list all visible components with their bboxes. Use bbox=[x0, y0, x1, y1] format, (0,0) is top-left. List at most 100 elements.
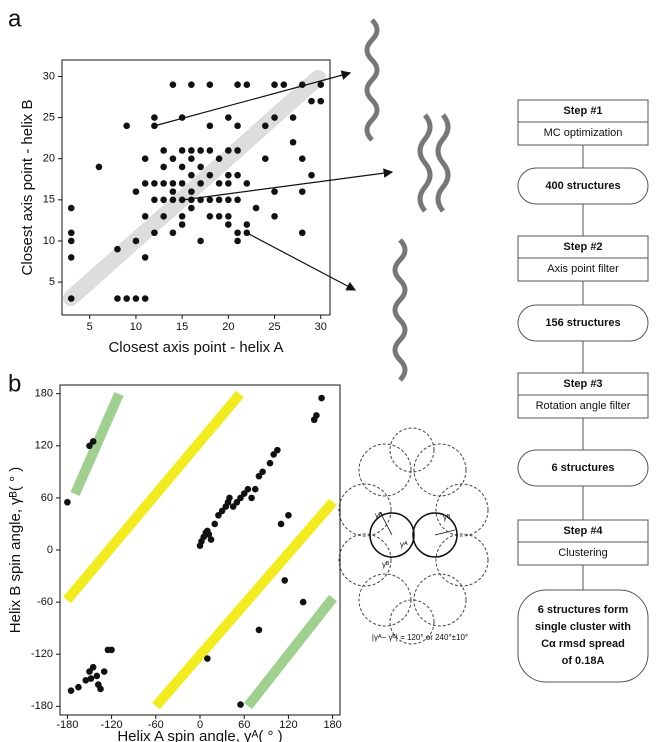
x-tick-label: 15 bbox=[176, 321, 188, 333]
x-tick-label: 20 bbox=[222, 321, 234, 333]
point bbox=[82, 676, 90, 684]
y-tick-label: 180 bbox=[35, 388, 53, 400]
point bbox=[225, 114, 232, 121]
y-tick-label: 30 bbox=[43, 70, 55, 82]
point bbox=[289, 114, 297, 121]
point bbox=[197, 163, 204, 171]
point bbox=[141, 155, 149, 163]
point bbox=[218, 507, 226, 515]
point bbox=[207, 536, 215, 543]
dashed-circle bbox=[358, 573, 412, 627]
yellow-band bbox=[63, 390, 244, 604]
point bbox=[132, 237, 140, 245]
point bbox=[308, 171, 315, 179]
step-subtitle: MC optimization bbox=[544, 127, 623, 139]
point bbox=[277, 520, 285, 528]
y-tick-label: -60 bbox=[37, 596, 53, 608]
point bbox=[234, 237, 241, 245]
point bbox=[114, 245, 121, 253]
dashed-circle bbox=[389, 427, 435, 473]
dashed-circle bbox=[358, 443, 412, 497]
point bbox=[123, 122, 130, 130]
point bbox=[243, 180, 251, 187]
x-tick-label: 120 bbox=[279, 719, 297, 731]
gamma-label: γᴮ bbox=[375, 511, 383, 520]
gamma-label: γᴮ bbox=[443, 513, 451, 522]
point bbox=[234, 81, 241, 88]
point bbox=[75, 683, 82, 691]
point bbox=[188, 196, 195, 204]
result-box bbox=[517, 304, 649, 342]
x-tick-label: -60 bbox=[148, 719, 164, 731]
point bbox=[270, 451, 277, 458]
point bbox=[123, 295, 130, 302]
step-subtitle: Rotation angle filter bbox=[536, 400, 631, 412]
result-text: 156 structures bbox=[545, 317, 620, 329]
point bbox=[255, 626, 263, 634]
y-tick-label: 5 bbox=[49, 276, 55, 288]
point bbox=[298, 188, 306, 195]
point bbox=[178, 180, 186, 187]
dashed-circle bbox=[435, 533, 489, 587]
point bbox=[317, 81, 325, 88]
point bbox=[169, 81, 177, 88]
point bbox=[252, 204, 260, 212]
y-tick-label: 10 bbox=[43, 235, 55, 247]
point bbox=[178, 147, 186, 154]
point bbox=[141, 254, 149, 261]
x-tick-label: 30 bbox=[315, 321, 327, 333]
dashed-circle bbox=[389, 599, 435, 645]
helix-images bbox=[364, 18, 451, 382]
circle-diagram bbox=[338, 427, 489, 645]
y-tick-label: 15 bbox=[43, 194, 55, 206]
result-box bbox=[517, 449, 649, 487]
point bbox=[259, 468, 266, 476]
x-tick-label: 10 bbox=[130, 321, 142, 333]
x-tick-label: 25 bbox=[268, 321, 280, 333]
point bbox=[160, 147, 167, 154]
point bbox=[141, 212, 149, 220]
point bbox=[64, 498, 71, 506]
point bbox=[178, 163, 186, 171]
formula: |γᴬ− γᴮ| = 120° or 240°±10° bbox=[372, 633, 468, 642]
point bbox=[86, 668, 93, 675]
point bbox=[67, 254, 75, 261]
point bbox=[169, 180, 177, 187]
point bbox=[141, 295, 149, 302]
point bbox=[226, 494, 233, 502]
helix-image bbox=[392, 238, 408, 382]
point bbox=[233, 498, 241, 506]
point bbox=[206, 171, 214, 179]
point bbox=[243, 229, 251, 237]
point bbox=[169, 188, 177, 195]
point bbox=[87, 675, 95, 682]
point bbox=[262, 122, 269, 130]
point bbox=[298, 229, 306, 237]
step-subtitle: Clustering bbox=[558, 547, 608, 559]
point bbox=[234, 122, 241, 130]
final-text: 6 structures form bbox=[538, 604, 629, 616]
point bbox=[234, 147, 241, 154]
x-tick-label: -180 bbox=[56, 719, 78, 731]
point bbox=[243, 81, 251, 88]
point bbox=[67, 229, 75, 237]
helix-image bbox=[364, 18, 380, 142]
y-tick-label: 0 bbox=[47, 544, 53, 556]
point bbox=[100, 668, 108, 675]
solid-circle bbox=[412, 512, 458, 558]
point bbox=[308, 97, 315, 105]
point bbox=[271, 114, 278, 121]
point bbox=[215, 196, 223, 204]
point bbox=[188, 147, 195, 154]
point bbox=[251, 485, 259, 493]
point bbox=[243, 221, 251, 228]
result-text: 6 structures bbox=[552, 462, 615, 474]
x-tick-label: 180 bbox=[323, 719, 341, 731]
point bbox=[237, 494, 244, 502]
plot-frame bbox=[61, 59, 331, 316]
helix-circles bbox=[369, 511, 458, 558]
point bbox=[188, 188, 195, 195]
point bbox=[215, 212, 223, 220]
point bbox=[281, 577, 289, 584]
point bbox=[151, 114, 158, 121]
